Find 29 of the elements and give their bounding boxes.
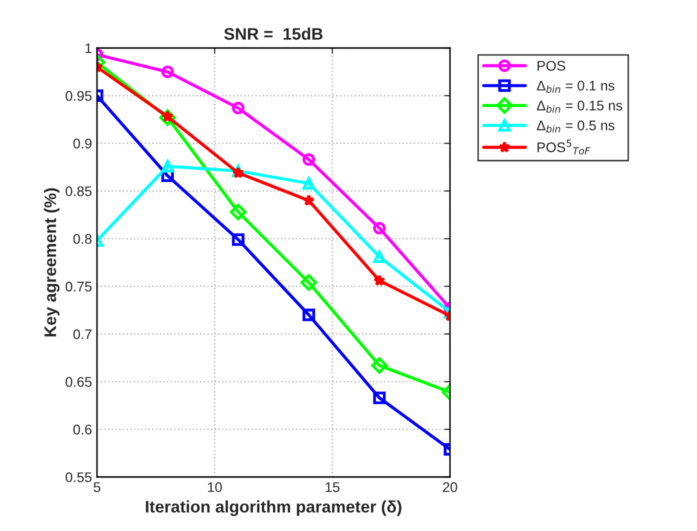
y-tick-label: 0.9 — [73, 138, 92, 149]
legend-label: Δ$_{bin}$ = 0.1 ns — [536, 80, 614, 93]
x-tick-label: 10 — [208, 482, 222, 492]
point — [232, 102, 244, 114]
y-tick-label: 0.75 — [66, 282, 92, 292]
chart-title: SNR = 15dB — [224, 28, 323, 40]
y-tick-label: 0.6 — [73, 424, 92, 435]
y-tick-label: 0.65 — [66, 377, 92, 387]
y-tick-label: 0.85 — [66, 186, 92, 196]
legend-label: POS — [538, 60, 566, 71]
x-tick-label: 5 — [94, 482, 100, 492]
point — [302, 153, 316, 166]
legend-label: Δ$_{bin}$ = 0.5 ns — [536, 120, 614, 133]
y-axis-title: Key agreement (%) — [44, 188, 60, 336]
y-tick-label: 0.7 — [73, 329, 92, 340]
x-axis-title: Iteration algorithm parameter (δ) — [146, 500, 402, 516]
legend-label: Δ$_{bin}$ = 0.15 ns — [536, 100, 622, 113]
point — [232, 233, 244, 246]
point — [230, 204, 246, 220]
y-tick-label: 0.95 — [66, 91, 92, 101]
x-tick-label: 15 — [326, 482, 340, 492]
x-tick-label: 20 — [442, 482, 458, 492]
y-tick-label: 0.8 — [73, 234, 92, 244]
point — [302, 194, 315, 206]
y-tick-label: 1 — [85, 43, 92, 54]
legend-label: POS$^{5}$$_{ToF}$ — [538, 140, 590, 155]
point — [302, 308, 316, 322]
point — [300, 274, 318, 291]
y-tick-label: 0.55 — [66, 472, 92, 482]
